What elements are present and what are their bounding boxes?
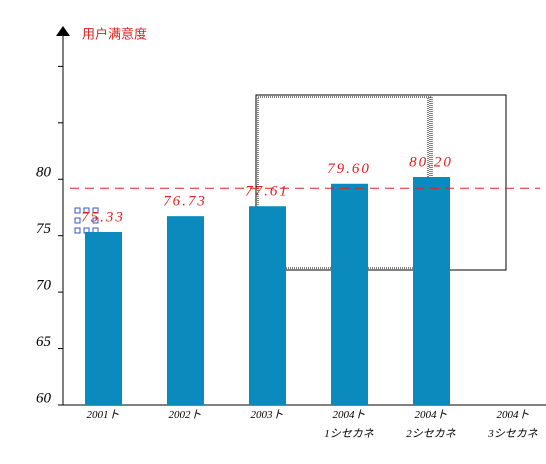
data-label: 77.61: [245, 184, 289, 200]
selection-handles: [74, 207, 99, 234]
data-label: 80.20: [409, 154, 453, 170]
x-tick-label: 2004ト 3シセカネ: [488, 409, 538, 440]
selection-box: [255, 94, 507, 271]
y-tick-label: 80: [36, 165, 52, 181]
y-tick-label: 65: [36, 334, 52, 350]
y-tick-label: 75: [36, 221, 52, 237]
bar: [167, 216, 204, 405]
data-label: 79.60: [327, 161, 371, 177]
bar: [413, 176, 450, 405]
y-tick-label: 70: [36, 278, 52, 294]
x-tick-label: 2002ト: [168, 409, 202, 421]
bar: [249, 206, 286, 405]
y-tick-label: 60: [36, 390, 52, 406]
data-label: 76.73: [163, 194, 207, 210]
bar: [331, 183, 368, 405]
bar: [85, 231, 122, 405]
x-tick-label: 2004ト 2シセカネ: [406, 409, 456, 440]
x-tick-label: 2004ト 1シセカネ: [324, 409, 374, 440]
x-tick-label: 2001ト: [86, 409, 120, 421]
y-axis-arrow: [56, 26, 70, 36]
chart-title: 用户满意度: [82, 27, 147, 43]
x-tick-label: 2003ト: [250, 409, 284, 421]
data-label: 75.33: [81, 209, 125, 225]
